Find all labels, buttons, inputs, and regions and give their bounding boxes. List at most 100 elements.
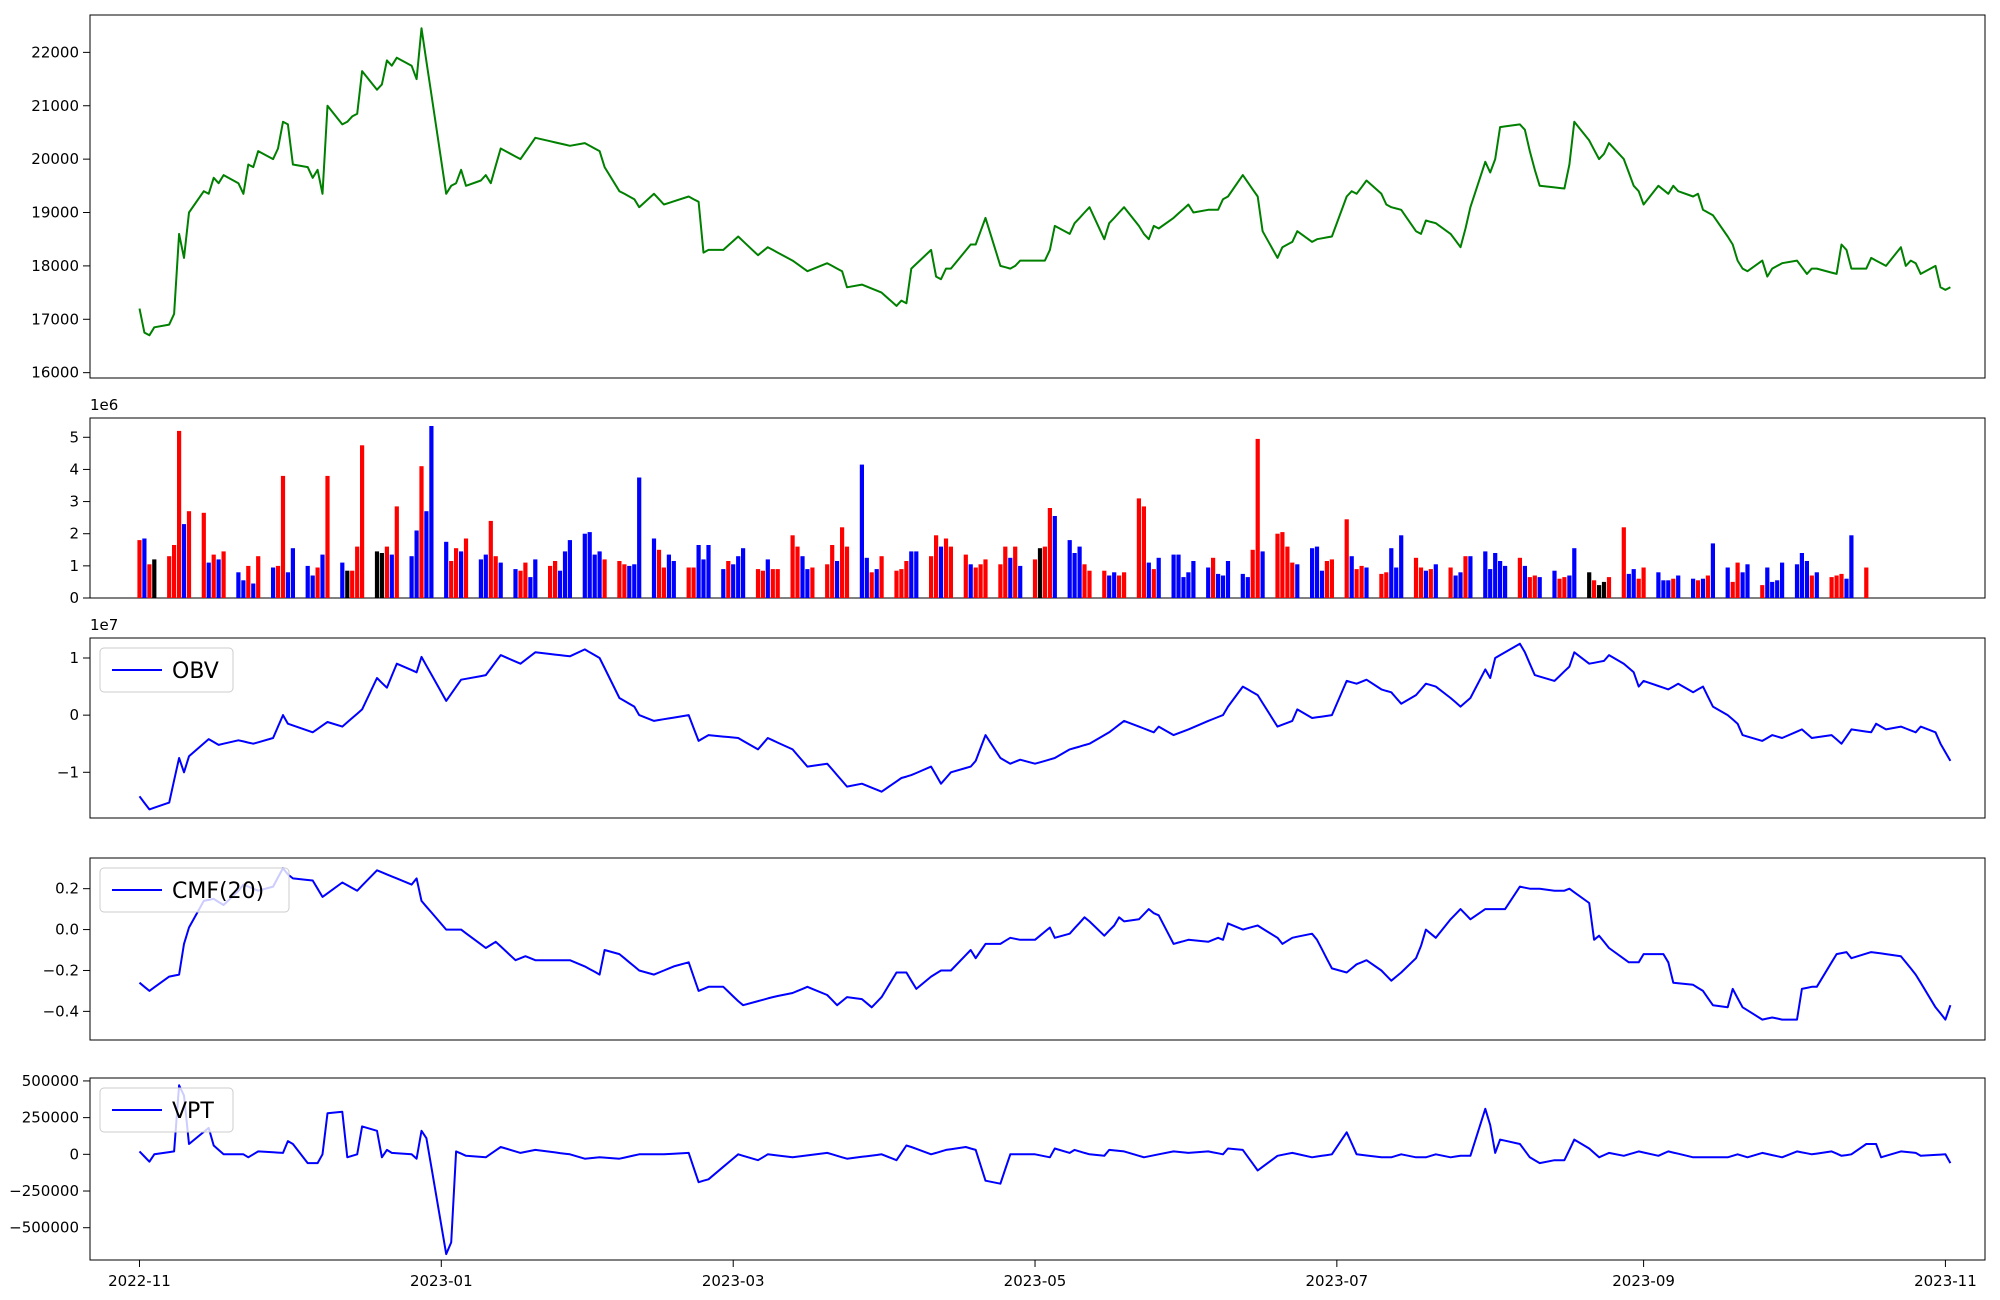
volume-bar — [1379, 573, 1384, 598]
x-tick-label: 2023-07 — [1305, 1272, 1368, 1290]
volume-bar — [1814, 572, 1819, 598]
volume-bar — [1349, 556, 1354, 598]
volume-bar — [1493, 553, 1498, 598]
volume-bar — [1488, 569, 1493, 598]
volume-bar — [1384, 572, 1389, 598]
volume-bar — [1601, 581, 1607, 598]
volume-bar — [731, 564, 736, 599]
volume-bar — [770, 569, 775, 598]
volume-bar — [1220, 575, 1226, 598]
volume-bar — [177, 430, 182, 598]
volume-bar — [755, 569, 761, 598]
volume-bar — [1067, 540, 1072, 598]
volume-bar — [1700, 578, 1706, 598]
volume-bar — [1834, 575, 1839, 598]
vpt-ytick-label: 500000 — [22, 1072, 79, 1090]
x-tick-label: 2023-09 — [1612, 1272, 1675, 1290]
volume-bar — [1186, 572, 1191, 598]
volume-bar — [389, 554, 394, 598]
obv-legend-label: OBV — [172, 659, 219, 684]
price-ytick-label: 17000 — [31, 310, 79, 328]
volume-bar — [1176, 554, 1181, 598]
volume-bar — [513, 569, 518, 598]
volume-bar — [1641, 567, 1646, 598]
volume-bar — [1453, 575, 1458, 598]
volume-bar — [1794, 564, 1800, 599]
obv-ytick-label: 1 — [69, 649, 79, 667]
volume-bar — [1775, 580, 1780, 598]
volume-bar — [355, 546, 360, 598]
volume-bar — [1760, 585, 1765, 598]
volume-bar — [899, 569, 904, 598]
volume-bar — [597, 551, 602, 598]
vpt-legend-label: VPT — [172, 1099, 214, 1124]
volume-bar — [1211, 557, 1216, 598]
volume-bar — [1656, 572, 1661, 598]
volume-bar — [1770, 581, 1775, 598]
volume-bar — [1042, 546, 1047, 598]
volume-bar — [429, 426, 434, 598]
volume-bar — [186, 511, 192, 598]
volume-bar — [879, 556, 884, 598]
volume-bar — [409, 556, 414, 598]
volume-ytick-label: 4 — [69, 460, 79, 478]
volume-bar — [1206, 567, 1211, 598]
volume-bar — [305, 565, 310, 598]
volume-bar — [1735, 562, 1740, 598]
volume-bar — [1275, 533, 1280, 598]
volume-bar — [765, 559, 770, 598]
volume-bar — [345, 570, 350, 598]
volume-bar — [419, 466, 424, 598]
volume-bar — [1260, 551, 1265, 598]
volume-bar — [706, 545, 711, 598]
volume-bar — [1122, 572, 1127, 598]
volume-bar — [1597, 585, 1602, 598]
x-tick-label: 2022-11 — [108, 1272, 171, 1290]
volume-bar — [1310, 548, 1315, 598]
cmf-ytick-label: −0.2 — [43, 961, 79, 979]
volume-bar — [1636, 578, 1641, 598]
volume-bar — [562, 551, 568, 598]
volume-bar — [721, 569, 726, 598]
volume-bar — [1809, 575, 1814, 598]
volume-bar — [1804, 561, 1809, 598]
volume-bar — [533, 559, 538, 598]
volume-bar — [1225, 561, 1231, 598]
volume-bar — [567, 540, 572, 598]
price-series-line — [138, 27, 1951, 337]
volume-bar — [1087, 570, 1092, 598]
volume-bar — [1428, 569, 1433, 598]
volume-bar — [760, 570, 765, 598]
volume-bar — [1141, 506, 1146, 598]
volume-bar — [948, 546, 953, 598]
volume-bar — [1399, 535, 1404, 598]
vpt-legend-frame — [99, 1087, 234, 1133]
price-ytick-label: 22000 — [31, 43, 79, 61]
x-tick-label: 2023-11 — [1914, 1272, 1977, 1290]
vpt-ytick-label: −250000 — [9, 1182, 79, 1200]
volume-bar — [1072, 553, 1077, 598]
volume-bar — [1191, 561, 1196, 598]
volume-bar — [1102, 570, 1107, 598]
volume-bar — [1013, 546, 1018, 598]
volume-bar — [1240, 573, 1245, 598]
volume-bar — [978, 564, 983, 599]
cmf-ytick-label: −0.4 — [43, 1002, 79, 1020]
volume-bar — [1606, 577, 1612, 598]
volume-bar — [1136, 498, 1141, 598]
volume-bar — [736, 556, 741, 598]
volume-bar — [483, 554, 488, 598]
volume-bar — [280, 475, 286, 598]
volume-bar — [1745, 564, 1750, 599]
volume-bar — [627, 565, 632, 598]
volume-bar — [167, 556, 172, 598]
volume-bar — [424, 511, 429, 598]
vpt-series-line — [138, 1084, 1952, 1256]
volume-offset-label: 1e6 — [90, 396, 118, 414]
volume-bar — [1661, 580, 1666, 598]
volume-bar — [1839, 573, 1844, 598]
volume-bar — [632, 564, 637, 599]
volume-bar — [1324, 561, 1329, 598]
volume-bar — [1532, 575, 1537, 598]
